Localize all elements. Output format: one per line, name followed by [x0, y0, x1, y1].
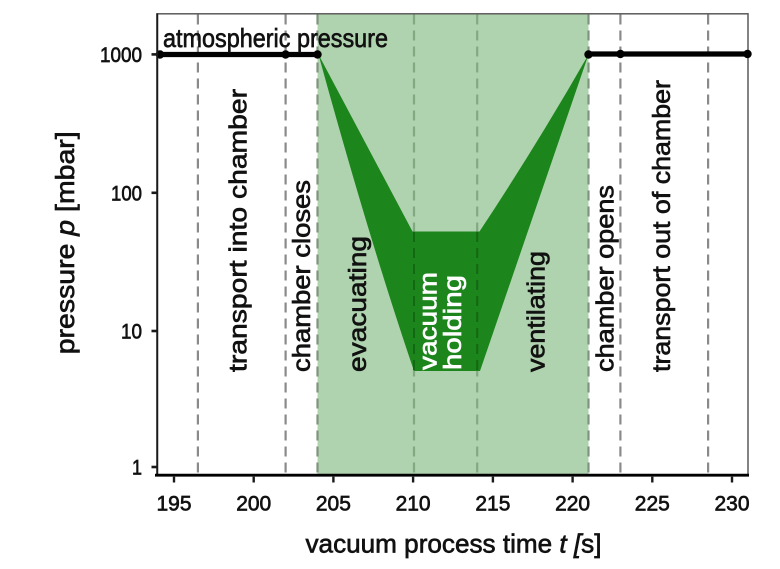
svg-text:vacuum: vacuum — [414, 272, 442, 370]
svg-text:1000: 1000 — [100, 44, 142, 67]
svg-text:225: 225 — [635, 493, 670, 516]
svg-text:holding: holding — [439, 275, 467, 370]
svg-text:pressure p [mbar]: pressure p [mbar] — [50, 131, 80, 354]
svg-text:210: 210 — [396, 493, 431, 516]
svg-text:chamber opens: chamber opens — [591, 185, 619, 372]
svg-text:100: 100 — [111, 183, 142, 206]
svg-text:ventilating: ventilating — [522, 251, 550, 372]
svg-text:220: 220 — [555, 493, 590, 516]
svg-text:transport out of chamber: transport out of chamber — [648, 80, 676, 372]
svg-text:195: 195 — [157, 493, 192, 516]
svg-text:vacuum process time t [s]: vacuum process time t [s] — [306, 529, 602, 559]
svg-text:230: 230 — [715, 493, 750, 516]
svg-text:205: 205 — [316, 493, 351, 516]
svg-text:evacuating: evacuating — [344, 236, 372, 372]
svg-text:200: 200 — [236, 493, 271, 516]
svg-text:transport into chamber: transport into chamber — [225, 89, 253, 372]
svg-text:atmospheric pressure: atmospheric pressure — [163, 23, 388, 53]
svg-text:10: 10 — [121, 321, 142, 344]
svg-text:215: 215 — [475, 493, 510, 516]
svg-text:1: 1 — [132, 457, 142, 480]
svg-text:chamber closes: chamber closes — [288, 180, 316, 372]
